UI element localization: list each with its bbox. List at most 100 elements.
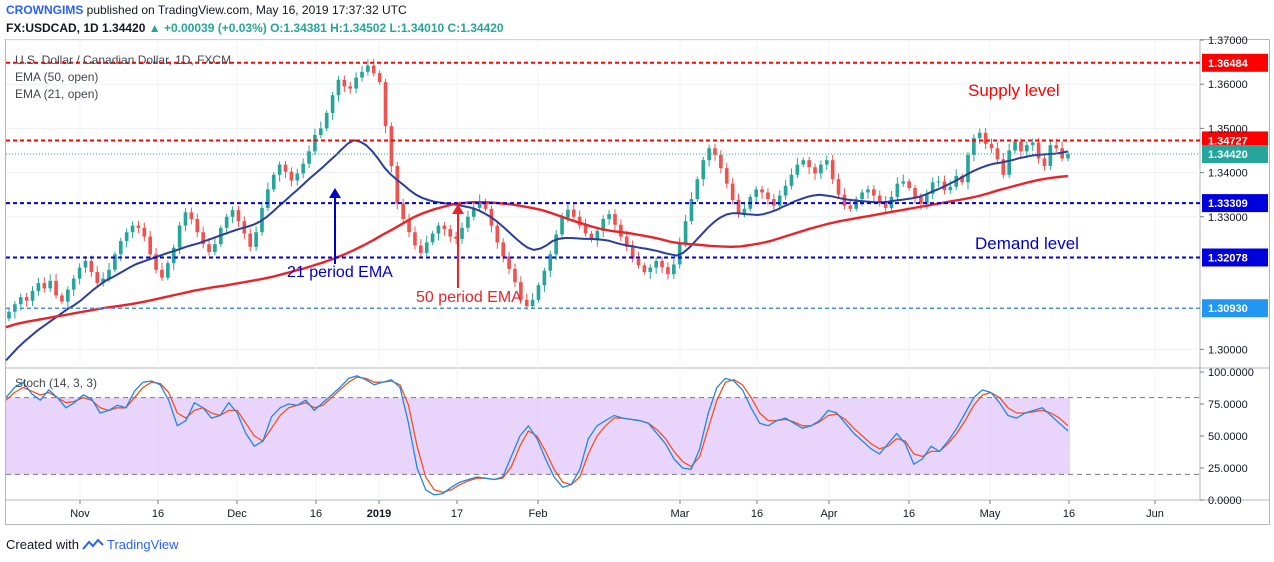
candle-body bbox=[507, 256, 511, 269]
symbol-header: FX:USDCAD, 1D 1.34420 ▲ +0.00039 (+0.03%… bbox=[6, 21, 504, 35]
candle-body bbox=[666, 267, 670, 275]
candle-body bbox=[689, 199, 694, 222]
candle-body bbox=[89, 260, 94, 272]
candle-body bbox=[30, 290, 35, 301]
candle-body bbox=[830, 160, 835, 180]
candle-body bbox=[860, 192, 864, 200]
candle-body bbox=[707, 148, 711, 161]
candle-body bbox=[124, 232, 129, 242]
candle-body bbox=[636, 258, 641, 266]
level-price-tag bbox=[1202, 248, 1268, 267]
time-tick-label: 16 bbox=[751, 508, 763, 520]
candle-body bbox=[877, 195, 882, 202]
candle-body bbox=[307, 151, 311, 164]
candle-body bbox=[571, 209, 576, 217]
time-tick-label: Feb bbox=[529, 508, 548, 520]
candle-body bbox=[1048, 145, 1053, 166]
ema50-annotation-label: 50 period EMA bbox=[416, 289, 522, 306]
candle-body bbox=[136, 225, 141, 228]
instrument-legend: U.S. Dollar / Canadian Dollar, 1D, FXCM bbox=[15, 53, 232, 67]
candle-body bbox=[1054, 145, 1059, 149]
candle-body bbox=[842, 194, 847, 206]
candle-body bbox=[377, 73, 382, 82]
candle-body bbox=[142, 227, 147, 237]
candle-body bbox=[519, 282, 523, 300]
candle-body bbox=[789, 174, 794, 186]
candle-body bbox=[660, 260, 664, 268]
candle-body bbox=[989, 143, 994, 149]
candle-body bbox=[719, 154, 723, 169]
ema50-legend[interactable]: EMA (50, open) bbox=[15, 70, 99, 84]
candle-body bbox=[777, 195, 782, 206]
publisher-name[interactable]: CROWNGIMS bbox=[6, 3, 84, 17]
level-price-label: 1.34420 bbox=[1208, 149, 1248, 161]
stoch-tick-label: 100.0000 bbox=[1208, 367, 1254, 379]
stoch-tick-label: 75.0000 bbox=[1208, 399, 1248, 411]
ema21-arrow-head bbox=[329, 188, 341, 198]
level-price-label: 1.34727 bbox=[1208, 135, 1248, 147]
time-tick-label: 16 bbox=[903, 508, 915, 520]
candle-body bbox=[460, 227, 464, 239]
time-tick-label: Nov bbox=[70, 508, 90, 520]
time-tick-label: 17 bbox=[451, 508, 463, 520]
candle-body bbox=[395, 165, 400, 204]
level-price-label: 1.36484 bbox=[1208, 58, 1249, 70]
candle-body bbox=[154, 254, 158, 270]
candle-body bbox=[730, 183, 735, 200]
candle-body bbox=[589, 233, 594, 240]
candle-body bbox=[724, 168, 729, 184]
candle-body bbox=[354, 77, 358, 89]
stoch-legend[interactable]: Stoch (14, 3, 3) bbox=[15, 376, 98, 390]
candle-body bbox=[466, 216, 470, 228]
candle-body bbox=[936, 181, 941, 183]
candle-body bbox=[295, 173, 300, 181]
candle-body bbox=[113, 254, 117, 270]
candle-body bbox=[995, 148, 1000, 160]
time-tick-label: Apr bbox=[820, 508, 837, 520]
candle-body bbox=[424, 242, 429, 253]
candle-body bbox=[271, 174, 276, 190]
candle-body bbox=[1007, 150, 1011, 175]
candle-body bbox=[371, 65, 376, 74]
candle-body bbox=[48, 280, 53, 289]
candle-body bbox=[913, 188, 917, 197]
price-tick-label: 1.33000 bbox=[1208, 212, 1248, 224]
candle-body bbox=[301, 163, 305, 174]
candle-body bbox=[360, 71, 364, 78]
candle-body bbox=[42, 283, 47, 289]
candle-body bbox=[613, 214, 617, 225]
candle-body bbox=[713, 148, 717, 155]
candle-body bbox=[930, 182, 935, 194]
time-tick-label: Mar bbox=[671, 508, 690, 520]
ema21-legend[interactable]: EMA (21, open) bbox=[15, 87, 99, 101]
candle-body bbox=[383, 81, 388, 127]
level-price-label: 1.32078 bbox=[1208, 252, 1248, 264]
stoch-k-line bbox=[5, 375, 1069, 496]
candle-body bbox=[542, 270, 547, 286]
candle-body bbox=[624, 236, 629, 247]
tradingview-brand[interactable]: TradingView bbox=[106, 537, 179, 552]
candle-body bbox=[760, 189, 764, 193]
candle-body bbox=[577, 216, 582, 226]
candle-body bbox=[1024, 145, 1029, 152]
candle-body bbox=[413, 232, 417, 246]
candle-body bbox=[277, 164, 282, 175]
candle-body bbox=[742, 208, 747, 215]
candle-body bbox=[836, 179, 841, 195]
candle-body bbox=[366, 65, 370, 72]
candle-body bbox=[60, 295, 64, 302]
candle-body bbox=[448, 229, 453, 237]
candle-body bbox=[772, 199, 776, 206]
candle-body bbox=[36, 283, 41, 291]
ema21-annotation-label: 21 period EMA bbox=[287, 264, 393, 281]
price-change: +0.00039 (+0.03%) bbox=[163, 21, 267, 35]
candle-body bbox=[683, 221, 688, 244]
candle-body bbox=[336, 79, 341, 96]
price-tick-label: 1.37000 bbox=[1208, 35, 1248, 47]
candle-body bbox=[966, 154, 970, 183]
level-price-label: 1.33309 bbox=[1208, 198, 1248, 210]
candle-body bbox=[1066, 154, 1070, 159]
candle-body bbox=[230, 210, 235, 217]
footer: Created with TradingView bbox=[6, 537, 179, 552]
